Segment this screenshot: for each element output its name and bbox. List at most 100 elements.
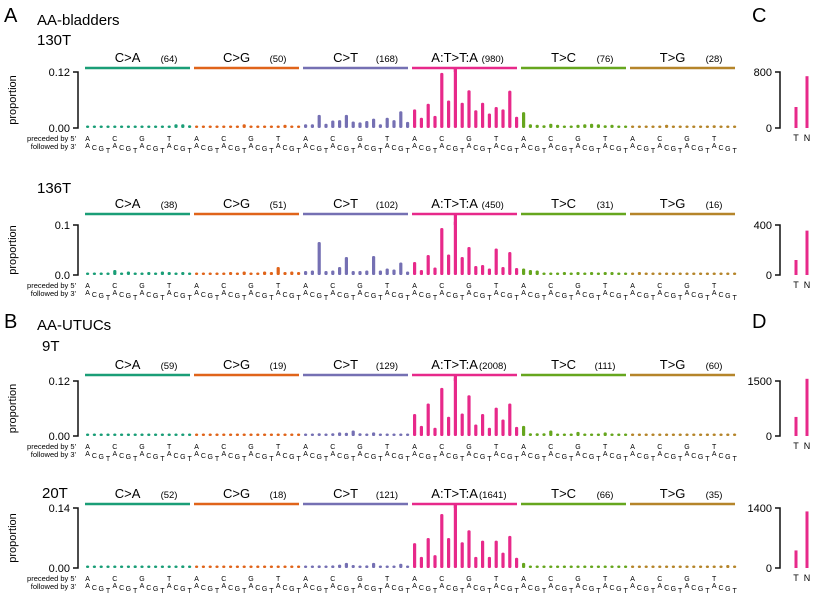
signature-bar [440, 514, 444, 568]
context-base-3prime: G [207, 293, 212, 300]
context-base-3prime: G [725, 293, 730, 300]
signature-bar [460, 542, 464, 568]
signature-bar [699, 565, 703, 568]
signature-bar [195, 565, 199, 568]
class-label-cg: C>G [223, 357, 250, 372]
context-base-5prime: T [276, 576, 281, 583]
context-base-3prime: G [453, 586, 458, 593]
signature-bar [154, 565, 158, 568]
context-base-3prime: T [351, 148, 356, 155]
context-base-3prime: C [92, 585, 97, 592]
signature-bar [508, 252, 512, 275]
context-base-3prime: G [344, 586, 349, 593]
context-base-3prime: T [678, 588, 683, 595]
context-base-3prime: C [92, 453, 97, 460]
signature-bar [99, 433, 103, 436]
context-base-3prime: G [480, 293, 485, 300]
signature-bar [433, 115, 437, 128]
signature-bar [167, 433, 171, 436]
context-base-3prime: C [637, 453, 642, 460]
signature-bar [733, 433, 737, 436]
context-base-3prime: G [562, 293, 567, 300]
context-base-3prime: C [528, 145, 533, 152]
context-base-5prime: G [357, 136, 362, 143]
context-base-5prime: C [439, 136, 444, 143]
signature-bar [113, 433, 117, 436]
signature-bar [365, 433, 369, 436]
context-base-3prime: G [316, 293, 321, 300]
signature-bar [208, 272, 212, 275]
y-tick-label-bottom: 0.0 [55, 270, 70, 282]
context-base-3prime: G [316, 586, 321, 593]
context-base-3prime: A [439, 143, 444, 150]
signature-bar [637, 125, 641, 128]
signature-bar [562, 433, 566, 436]
context-base-3prime: G [398, 454, 403, 461]
context-base-5prime: C [330, 283, 335, 290]
signature-bar [433, 267, 437, 275]
context-base-3prime: A [712, 583, 717, 590]
y-axis [73, 71, 79, 129]
context-base-3prime: G [616, 293, 621, 300]
context-base-5prime: A [521, 576, 526, 583]
class-count-cg: (51) [270, 200, 287, 211]
signature-bar [99, 125, 103, 128]
signature-bar [631, 433, 635, 436]
signature-bar [413, 543, 417, 568]
panel-label-a: A [4, 5, 18, 27]
context-base-3prime: A [712, 451, 717, 458]
signature-bar [596, 124, 600, 128]
signature-bar [413, 262, 417, 275]
signature-bar [392, 269, 396, 275]
context-base-3prime: T [487, 295, 492, 302]
class-label-tc: T>C [551, 486, 576, 501]
signature-bar [590, 565, 594, 568]
signature-bar [263, 125, 267, 128]
context-base-5prime: C [330, 136, 335, 143]
context-base-5prime: A [521, 283, 526, 290]
signature-bar [590, 433, 594, 436]
tn-category-label: N [804, 280, 811, 290]
signature-bar [331, 565, 335, 568]
signature-bar [351, 565, 355, 568]
context-base-5prime: C [112, 576, 117, 583]
signature-bar [528, 433, 532, 436]
context-base-5prime: C [657, 136, 662, 143]
context-base-3prime: G [698, 454, 703, 461]
context-base-3prime: T [242, 295, 247, 302]
context-base-5prime: G [684, 136, 689, 143]
context-base-3prime: G [562, 586, 567, 593]
class-label-tc: T>C [551, 196, 576, 211]
context-base-3prime: G [480, 146, 485, 153]
context-label-preceded: preceded by 5' [27, 442, 77, 451]
signature-bar [535, 124, 539, 128]
signature-bar [392, 565, 396, 568]
context-base-3prime: G [371, 454, 376, 461]
signature-bar [692, 565, 696, 568]
signature-bar [256, 272, 260, 275]
signature-bar [665, 124, 669, 128]
signature-bar [705, 565, 709, 568]
context-base-3prime: T [732, 456, 737, 463]
signature-bar [181, 124, 185, 128]
signature-bar [426, 103, 430, 128]
signature-bar [269, 565, 273, 568]
context-base-5prime: T [603, 136, 608, 143]
signature-bar [481, 414, 485, 436]
context-base-3prime: T [106, 148, 111, 155]
signature-bar [685, 433, 689, 436]
signature-bar [263, 271, 267, 275]
signature-bar [665, 433, 669, 436]
signature-bar [644, 565, 648, 568]
signature-bar [406, 433, 410, 436]
signature-bar [106, 272, 110, 275]
context-base-3prime: C [282, 585, 287, 592]
context-base-5prime: G [575, 444, 580, 451]
context-base-5prime: T [494, 576, 499, 583]
signature-bar [569, 433, 573, 436]
context-base-3prime: T [160, 148, 165, 155]
context-label-followed: followed by 3' [31, 142, 77, 151]
signature-bar [256, 433, 260, 436]
context-base-3prime: G [589, 586, 594, 593]
context-base-3prime: C [364, 145, 369, 152]
